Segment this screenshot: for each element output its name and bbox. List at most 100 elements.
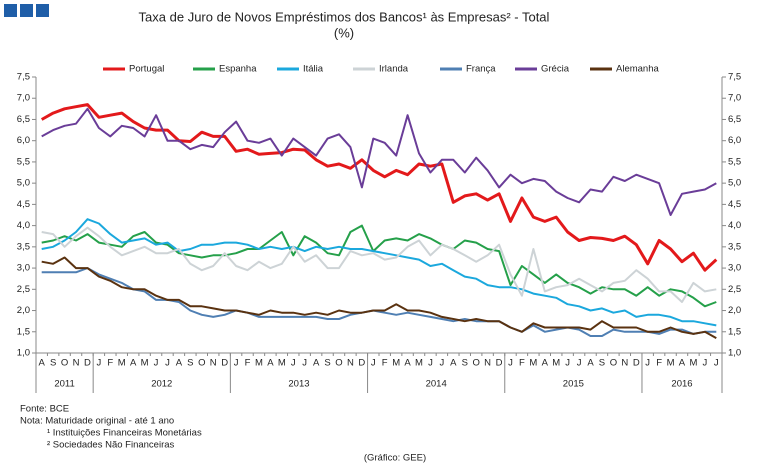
x-tick-label: F bbox=[656, 358, 662, 369]
note: ² Sociedades Não Financeiras bbox=[47, 440, 175, 451]
x-tick-label: F bbox=[382, 358, 388, 369]
y-tick-label: 7,0 bbox=[17, 93, 30, 104]
x-tick-label: A bbox=[39, 358, 46, 369]
y2-tick-label: 3,0 bbox=[728, 263, 741, 274]
y-tick-label: 6,0 bbox=[17, 135, 30, 146]
y-tick-label: 2,5 bbox=[17, 284, 30, 295]
x-tick-label: J bbox=[645, 358, 650, 369]
x-tick-label: A bbox=[450, 358, 457, 369]
x-tick-label: M bbox=[141, 358, 149, 369]
x-tick-label: F bbox=[107, 358, 113, 369]
x-tick-label: D bbox=[84, 358, 91, 369]
year-label: 2014 bbox=[426, 379, 447, 390]
series-line bbox=[41, 256, 717, 339]
x-tick-label: D bbox=[358, 358, 365, 369]
y2-tick-label: 7,5 bbox=[728, 72, 741, 83]
y2-tick-label: 5,0 bbox=[728, 178, 741, 189]
x-tick-label: N bbox=[73, 358, 80, 369]
y2-tick-label: 7,0 bbox=[728, 93, 741, 104]
x-tick-label: N bbox=[347, 358, 354, 369]
y2-tick-label: 2,0 bbox=[728, 305, 741, 316]
y-tick-label: 1,5 bbox=[17, 326, 30, 337]
note: Fonte: BCE bbox=[20, 404, 69, 415]
y2-tick-label: 6,5 bbox=[728, 114, 741, 125]
y-tick-label: 5,0 bbox=[17, 178, 30, 189]
x-tick-label: A bbox=[404, 358, 411, 369]
year-label: 2011 bbox=[54, 379, 74, 390]
chart-title: Taxa de Juro de Novos Empréstimos dos Ba… bbox=[139, 9, 550, 24]
logo-square bbox=[4, 4, 17, 17]
legend-label: Itália bbox=[303, 64, 324, 75]
y2-tick-label: 2,5 bbox=[728, 284, 741, 295]
x-tick-label: A bbox=[542, 358, 549, 369]
x-tick-label: M bbox=[529, 358, 537, 369]
legend-label: França bbox=[466, 64, 496, 75]
y-tick-label: 5,5 bbox=[17, 156, 30, 167]
x-tick-label: J bbox=[97, 358, 102, 369]
x-tick-label: F bbox=[519, 358, 525, 369]
x-tick-label: O bbox=[61, 358, 68, 369]
x-tick-label: A bbox=[130, 358, 137, 369]
y2-tick-label: 5,5 bbox=[728, 156, 741, 167]
credit: (Gráfico: GEE) bbox=[364, 453, 426, 464]
x-tick-label: S bbox=[187, 358, 193, 369]
series-line bbox=[40, 103, 718, 272]
legend-label: Alemanha bbox=[616, 64, 659, 75]
x-tick-label: J bbox=[714, 358, 719, 369]
x-tick-label: J bbox=[508, 358, 513, 369]
x-tick-label: J bbox=[702, 358, 707, 369]
y-tick-label: 3,0 bbox=[17, 263, 30, 274]
year-label: 2012 bbox=[151, 379, 172, 390]
x-tick-label: J bbox=[371, 358, 376, 369]
x-tick-label: J bbox=[291, 358, 296, 369]
x-tick-label: S bbox=[50, 358, 56, 369]
x-tick-label: A bbox=[313, 358, 320, 369]
y2-tick-label: 1,0 bbox=[728, 348, 741, 359]
x-tick-label: M bbox=[278, 358, 286, 369]
x-tick-label: J bbox=[154, 358, 159, 369]
x-tick-label: N bbox=[210, 358, 217, 369]
x-tick-label: J bbox=[428, 358, 433, 369]
y-tick-label: 4,0 bbox=[17, 220, 30, 231]
x-tick-label: A bbox=[267, 358, 274, 369]
x-tick-label: S bbox=[462, 358, 468, 369]
x-tick-label: N bbox=[621, 358, 628, 369]
y-tick-label: 4,5 bbox=[17, 199, 30, 210]
y2-tick-label: 1,5 bbox=[728, 326, 741, 337]
note: ¹ Instituições Financeiras Monetárias bbox=[47, 428, 202, 439]
series-line bbox=[41, 107, 717, 216]
legend-label: Espanha bbox=[219, 64, 257, 75]
x-tick-label: A bbox=[679, 358, 686, 369]
x-tick-label: N bbox=[484, 358, 491, 369]
x-tick-label: F bbox=[245, 358, 251, 369]
x-tick-label: O bbox=[198, 358, 205, 369]
y-tick-label: 2,0 bbox=[17, 305, 30, 316]
x-tick-label: D bbox=[496, 358, 503, 369]
y2-tick-label: 6,0 bbox=[728, 135, 741, 146]
series-line bbox=[41, 267, 717, 337]
x-tick-label: D bbox=[221, 358, 228, 369]
y-tick-label: 1,0 bbox=[17, 348, 30, 359]
x-tick-label: J bbox=[165, 358, 170, 369]
x-tick-label: M bbox=[552, 358, 560, 369]
y-tick-label: 6,5 bbox=[17, 114, 30, 125]
x-tick-label: D bbox=[633, 358, 640, 369]
legend-label: Irlanda bbox=[379, 64, 409, 75]
legend-label: Grécia bbox=[541, 64, 570, 75]
year-label: 2016 bbox=[671, 379, 692, 390]
x-tick-label: J bbox=[440, 358, 445, 369]
logo-square bbox=[20, 4, 33, 17]
x-tick-label: O bbox=[335, 358, 342, 369]
y-tick-label: 7,5 bbox=[17, 72, 30, 83]
y2-tick-label: 4,5 bbox=[728, 199, 741, 210]
x-tick-label: M bbox=[392, 358, 400, 369]
y2-tick-label: 4,0 bbox=[728, 220, 741, 231]
x-tick-label: J bbox=[565, 358, 570, 369]
chart-subtitle: (%) bbox=[334, 25, 354, 40]
x-tick-label: O bbox=[610, 358, 617, 369]
x-tick-label: A bbox=[176, 358, 183, 369]
x-tick-label: S bbox=[599, 358, 605, 369]
logo-square bbox=[36, 4, 49, 17]
series-line bbox=[41, 224, 717, 308]
